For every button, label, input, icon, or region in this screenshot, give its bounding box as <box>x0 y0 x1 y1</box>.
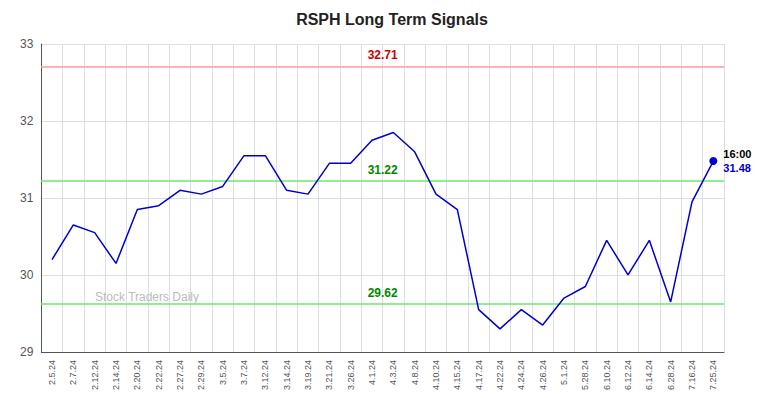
svg-text:Stock Traders Daily: Stock Traders Daily <box>95 290 199 304</box>
svg-text:4.15.24: 4.15.24 <box>452 360 462 390</box>
svg-text:3.12.24: 3.12.24 <box>260 360 270 390</box>
svg-text:3.21.24: 3.21.24 <box>324 360 334 390</box>
svg-text:4.8.24: 4.8.24 <box>410 360 420 385</box>
svg-text:5.28.24: 5.28.24 <box>580 360 590 390</box>
svg-text:3.5.24: 3.5.24 <box>218 360 228 385</box>
svg-text:6.14.24: 6.14.24 <box>644 360 654 390</box>
svg-text:4.26.24: 4.26.24 <box>538 360 548 390</box>
svg-text:30: 30 <box>20 268 34 282</box>
svg-text:2.29.24: 2.29.24 <box>196 360 206 390</box>
svg-text:3.19.24: 3.19.24 <box>303 360 313 390</box>
svg-text:7.16.24: 7.16.24 <box>687 360 697 390</box>
svg-text:6.10.24: 6.10.24 <box>602 360 612 390</box>
svg-text:31.48: 31.48 <box>723 162 751 174</box>
svg-text:2.20.24: 2.20.24 <box>132 360 142 390</box>
svg-text:5.1.24: 5.1.24 <box>559 360 569 385</box>
svg-text:2.22.24: 2.22.24 <box>154 360 164 390</box>
svg-text:32.71: 32.71 <box>368 48 398 62</box>
svg-text:2.7.24: 2.7.24 <box>68 360 78 385</box>
svg-text:31.22: 31.22 <box>368 163 398 177</box>
svg-text:7.25.24: 7.25.24 <box>708 360 718 390</box>
svg-text:33: 33 <box>20 37 34 51</box>
svg-text:6.12.24: 6.12.24 <box>623 360 633 390</box>
svg-text:3.26.24: 3.26.24 <box>346 360 356 390</box>
svg-text:2.12.24: 2.12.24 <box>90 360 100 390</box>
svg-text:16:00: 16:00 <box>723 148 751 160</box>
svg-text:31: 31 <box>20 191 34 205</box>
svg-text:6.28.24: 6.28.24 <box>666 360 676 390</box>
svg-text:2.27.24: 2.27.24 <box>175 360 185 390</box>
svg-text:32: 32 <box>20 114 34 128</box>
svg-text:29.62: 29.62 <box>368 286 398 300</box>
svg-text:RSPH Long Term Signals: RSPH Long Term Signals <box>296 11 488 28</box>
svg-text:4.22.24: 4.22.24 <box>495 360 505 390</box>
svg-text:2.5.24: 2.5.24 <box>47 360 57 385</box>
svg-text:4.10.24: 4.10.24 <box>431 360 441 390</box>
svg-text:4.17.24: 4.17.24 <box>474 360 484 390</box>
svg-text:4.1.24: 4.1.24 <box>367 360 377 385</box>
svg-text:3.14.24: 3.14.24 <box>282 360 292 390</box>
svg-text:4.24.24: 4.24.24 <box>516 360 526 390</box>
svg-text:29: 29 <box>20 345 34 359</box>
svg-text:2.14.24: 2.14.24 <box>111 360 121 390</box>
svg-text:4.3.24: 4.3.24 <box>388 360 398 385</box>
svg-text:3.7.24: 3.7.24 <box>239 360 249 385</box>
